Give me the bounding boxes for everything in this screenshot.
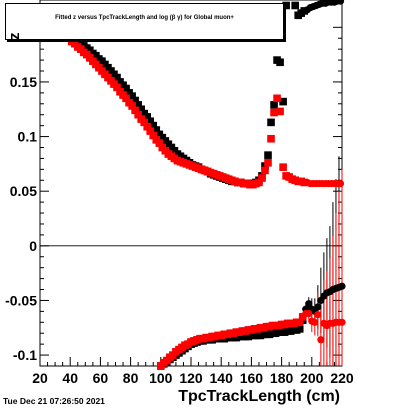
data-point — [134, 110, 142, 119]
data-point — [149, 131, 158, 140]
data-point — [122, 84, 130, 93]
data-point — [305, 309, 313, 318]
data-point — [146, 117, 155, 126]
data-point — [317, 336, 325, 344]
data-point — [267, 118, 275, 127]
data-point — [311, 318, 319, 326]
data-point — [113, 83, 121, 92]
data-point — [336, 179, 345, 188]
data-point — [338, 318, 346, 326]
data-point — [295, 318, 304, 327]
data-point — [295, 325, 304, 333]
y-axis-label: z — [6, 32, 23, 41]
data-point — [276, 107, 284, 116]
data-point — [338, 282, 346, 290]
x-tick-label: 180 — [270, 370, 294, 386]
data-point — [314, 303, 322, 311]
x-tick-label: 120 — [179, 370, 203, 386]
data-point — [298, 313, 307, 321]
data-point — [128, 102, 136, 110]
data-point — [264, 158, 272, 167]
x-tick-label: 220 — [330, 370, 354, 386]
x-axis-label: TpcTrackLength (cm) — [178, 388, 340, 405]
data-point — [134, 101, 142, 109]
data-point — [122, 94, 130, 103]
data-point — [336, 0, 345, 5]
y-tick-label: 0.1 — [18, 129, 38, 145]
x-tick-label: 140 — [210, 370, 234, 386]
data-point — [113, 73, 121, 82]
data-point — [255, 178, 263, 187]
data-point — [258, 174, 266, 182]
data-point — [143, 122, 152, 131]
data-point — [279, 97, 287, 106]
chart-title: Fitted z versus TpcTrackLength and log (… — [55, 15, 234, 21]
y-tick-label: 0.15 — [10, 74, 37, 90]
chart-title-box: Fitted z versus TpcTrackLength and log (… — [5, 3, 284, 40]
data-point — [149, 121, 158, 130]
data-point — [305, 300, 313, 308]
x-tick-label: 60 — [93, 370, 109, 386]
data-point — [152, 126, 161, 134]
x-tick-label: 80 — [123, 370, 139, 386]
data-point — [267, 134, 275, 143]
data-point — [270, 101, 278, 109]
timestamp-label: Tue Dec 21 07:26:50 2021 — [3, 396, 105, 406]
data-point — [279, 163, 287, 171]
data-point — [264, 151, 272, 159]
y-tick-label: -0.1 — [13, 347, 37, 363]
data-point — [128, 92, 136, 100]
x-tick-label: 200 — [300, 370, 324, 386]
y-tick-label: -0.05 — [5, 292, 37, 308]
data-point — [291, 1, 299, 10]
y-tick-label: 0 — [29, 238, 37, 254]
data-point — [131, 106, 139, 115]
data-point — [137, 105, 145, 114]
x-tick-label: 100 — [149, 370, 173, 386]
y-tick-label: 0.05 — [10, 183, 37, 199]
data-point — [131, 96, 139, 105]
data-point — [282, 1, 290, 10]
x-tick-label: 40 — [62, 370, 78, 386]
data-point — [273, 94, 281, 103]
data-point — [314, 311, 322, 319]
x-tick-label: 160 — [240, 370, 264, 386]
data-point — [261, 166, 269, 175]
data-point — [270, 108, 278, 117]
data-point — [143, 113, 152, 121]
x-tick-label: 20 — [32, 370, 48, 386]
data-point — [140, 118, 148, 127]
data-point — [276, 58, 284, 67]
data-point — [155, 139, 164, 147]
data-point — [146, 127, 155, 135]
